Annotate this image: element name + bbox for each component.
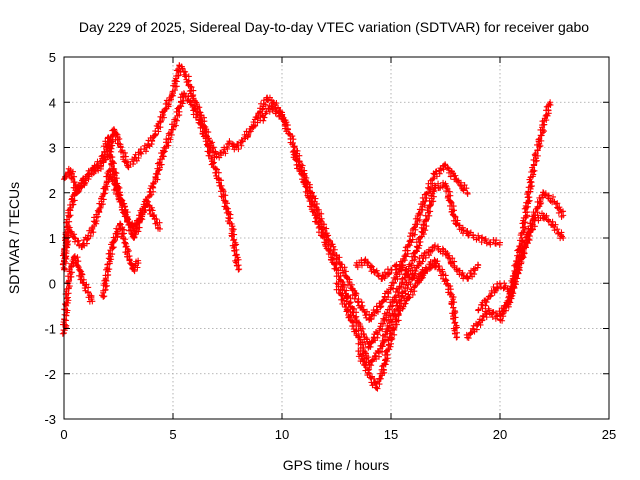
x-tick-label: 0: [60, 427, 67, 442]
series-track-10: [353, 256, 439, 284]
y-tick-label: 3: [49, 141, 56, 156]
x-tick-label: 20: [493, 427, 507, 442]
plus-markers: [257, 102, 471, 324]
series-track-8: [333, 242, 482, 369]
x-tick-label: 5: [169, 427, 176, 442]
plus-markers: [99, 220, 142, 300]
axis-ticks: 0 5 10 15 20 25 -3 -2 -1 0 1 2 3 4 5: [44, 50, 616, 442]
x-tick-label: 10: [275, 427, 289, 442]
y-tick-label: 4: [49, 95, 56, 110]
plus-markers: [355, 256, 461, 392]
x-tick-label: 25: [602, 427, 616, 442]
series-track-5: [99, 220, 142, 300]
chart-title: Day 229 of 2025, Sidereal Day-to-day VTE…: [79, 19, 589, 35]
y-tick-label: 1: [49, 231, 56, 246]
y-tick-label: -2: [44, 367, 56, 382]
series-track-13: [496, 210, 567, 318]
x-axis-title: GPS time / hours: [283, 457, 390, 473]
plus-markers: [496, 210, 567, 318]
y-tick-label: -1: [44, 322, 56, 337]
y-tick-label: 0: [49, 276, 56, 291]
data-points: [59, 62, 567, 392]
plus-markers: [61, 62, 290, 196]
plus-markers: [353, 256, 439, 284]
series-track-6: [257, 102, 471, 324]
series-track-4: [59, 253, 96, 337]
x-tick-label: 15: [384, 427, 398, 442]
y-tick-label: 5: [49, 50, 56, 65]
plus-markers: [333, 242, 482, 369]
y-axis-title: SDTVAR / TECUs: [6, 182, 22, 294]
series-track-1: [61, 62, 290, 196]
plus-markers: [289, 147, 503, 351]
series-track-9: [355, 256, 461, 392]
plus-markers: [59, 253, 96, 337]
series-track-7: [289, 147, 503, 351]
y-tick-label: 2: [49, 186, 56, 201]
y-tick-label: -3: [44, 412, 56, 427]
